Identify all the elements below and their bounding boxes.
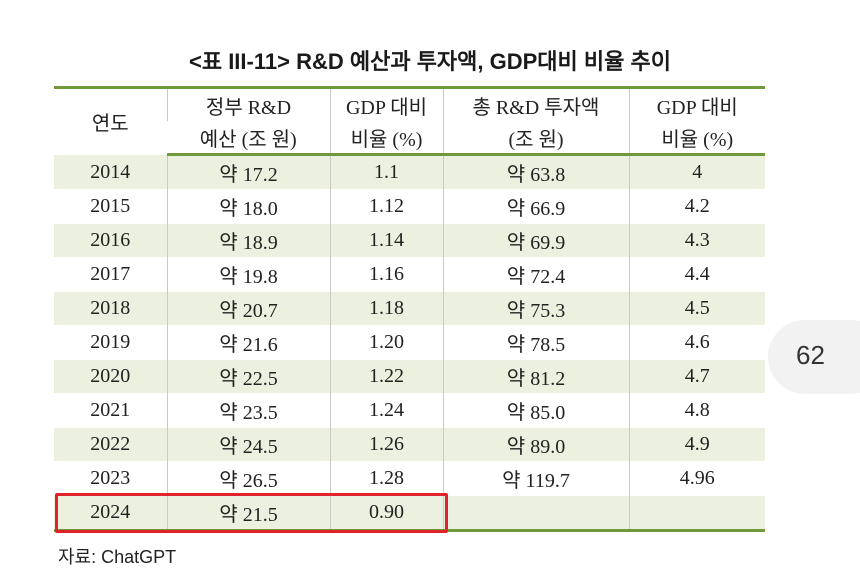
cell-total-ratio: 4.3 bbox=[628, 223, 765, 258]
cell-year: 2017 bbox=[54, 257, 167, 292]
header-gov-gdp-ratio: GDP 대비 bbox=[329, 86, 443, 121]
header-total-gdp-ratio: GDP 대비 bbox=[628, 86, 765, 121]
header-gov-gdp-ratio-unit: 비율 (%) bbox=[329, 121, 443, 156]
cell-gov-budget: 약 26.5 bbox=[166, 461, 330, 496]
cell-total-investment: 약 119.7 bbox=[442, 461, 629, 496]
cell-gov-budget: 약 22.5 bbox=[166, 359, 330, 394]
cell-year: 2019 bbox=[54, 325, 167, 360]
table-row: 2021 약 23.5 1.24 약 85.0 4.8 bbox=[54, 393, 765, 428]
cell-year: 2018 bbox=[54, 291, 167, 326]
cell-gov-budget: 약 23.5 bbox=[166, 393, 330, 428]
cell-year: 2016 bbox=[54, 223, 167, 258]
cell-total-investment: 약 69.9 bbox=[442, 223, 629, 258]
cell-total-ratio: 4.6 bbox=[628, 325, 765, 360]
page-number-tab bbox=[768, 320, 860, 394]
table-row: 2014 약 17.2 1.1 약 63.8 4 bbox=[54, 154, 765, 190]
cell-gov-ratio: 1.18 bbox=[329, 291, 443, 326]
table-row: 2023 약 26.5 1.28 약 119.7 4.96 bbox=[54, 461, 765, 496]
table-row: 2019 약 21.6 1.20 약 78.5 4.6 bbox=[54, 325, 765, 360]
cell-year: 2021 bbox=[54, 393, 167, 428]
cell-total-ratio: 4 bbox=[628, 154, 765, 190]
cell-gov-budget: 약 18.0 bbox=[166, 189, 330, 224]
cell-total-ratio: 4.7 bbox=[628, 359, 765, 394]
cell-year: 2022 bbox=[54, 427, 167, 462]
cell-year: 2020 bbox=[54, 359, 167, 394]
cell-total-ratio: 4.96 bbox=[628, 461, 765, 496]
table-row: 2016 약 18.9 1.14 약 69.9 4.3 bbox=[54, 223, 765, 258]
table-title: <표 III-11> R&D 예산과 투자액, GDP대비 비율 추이 bbox=[189, 49, 671, 74]
header-gov-budget-unit: 예산 (조 원) bbox=[167, 121, 330, 156]
cell-total-ratio: 4.2 bbox=[628, 189, 765, 224]
cell-gov-budget: 약 21.6 bbox=[166, 325, 330, 360]
cell-total-investment bbox=[442, 495, 629, 532]
header-total-investment-unit: (조 원) bbox=[442, 121, 629, 156]
header-gov-budget: 정부 R&D bbox=[166, 86, 330, 121]
cell-gov-ratio: 1.24 bbox=[329, 393, 443, 428]
cell-total-ratio: 4.8 bbox=[628, 393, 765, 428]
rd-budget-table: 연도 정부 R&D GDP 대비 총 R&D 투자액 GDP 대비 예산 (조 … bbox=[54, 86, 765, 532]
page-number: 62 bbox=[796, 340, 825, 370]
cell-total-investment: 약 78.5 bbox=[442, 325, 629, 360]
table-row: 2018 약 20.7 1.18 약 75.3 4.5 bbox=[54, 291, 765, 326]
cell-gov-ratio: 1.20 bbox=[329, 325, 443, 360]
cell-gov-budget: 약 19.8 bbox=[166, 257, 330, 292]
cell-gov-ratio: 1.28 bbox=[329, 461, 443, 496]
table-row: 2024 약 21.5 0.90 bbox=[54, 495, 765, 532]
cell-total-ratio: 4.5 bbox=[628, 291, 765, 326]
cell-gov-ratio: 1.16 bbox=[329, 257, 443, 292]
cell-total-ratio bbox=[628, 495, 765, 532]
header-row-1: 연도 정부 R&D GDP 대비 총 R&D 투자액 GDP 대비 bbox=[54, 86, 765, 155]
cell-total-ratio: 4.4 bbox=[628, 257, 765, 292]
cell-gov-budget: 약 18.9 bbox=[166, 223, 330, 258]
cell-gov-budget: 약 17.2 bbox=[166, 154, 330, 190]
table-row: 2015 약 18.0 1.12 약 66.9 4.2 bbox=[54, 189, 765, 224]
header-year: 연도 bbox=[54, 86, 167, 155]
cell-total-investment: 약 66.9 bbox=[442, 189, 629, 224]
cell-total-investment: 약 72.4 bbox=[442, 257, 629, 292]
cell-total-ratio: 4.9 bbox=[628, 427, 765, 462]
cell-total-investment: 약 89.0 bbox=[442, 427, 629, 462]
cell-total-investment: 약 75.3 bbox=[442, 291, 629, 326]
table-row: 2017 약 19.8 1.16 약 72.4 4.4 bbox=[54, 257, 765, 292]
cell-total-investment: 약 81.2 bbox=[442, 359, 629, 394]
cell-year: 2023 bbox=[54, 461, 167, 496]
cell-gov-ratio: 1.14 bbox=[329, 223, 443, 258]
header-row-2: 예산 (조 원) 비율 (%) (조 원) 비율 (%) bbox=[54, 121, 765, 156]
cell-gov-budget: 약 20.7 bbox=[166, 291, 330, 326]
cell-gov-budget: 약 21.5 bbox=[166, 495, 330, 532]
cell-year: 2024 bbox=[54, 495, 167, 532]
cell-year: 2014 bbox=[54, 154, 167, 190]
cell-gov-ratio: 1.12 bbox=[329, 189, 443, 224]
table-row: 2020 약 22.5 1.22 약 81.2 4.7 bbox=[54, 359, 765, 394]
cell-gov-ratio: 1.1 bbox=[329, 154, 443, 190]
cell-year: 2015 bbox=[54, 189, 167, 224]
table-row: 2022 약 24.5 1.26 약 89.0 4.9 bbox=[54, 427, 765, 462]
cell-total-investment: 약 85.0 bbox=[442, 393, 629, 428]
source-note: 자료: ChatGPT bbox=[58, 547, 177, 567]
cell-total-investment: 약 63.8 bbox=[442, 154, 629, 190]
cell-gov-ratio: 1.26 bbox=[329, 427, 443, 462]
header-total-investment: 총 R&D 투자액 bbox=[442, 86, 629, 121]
header-total-gdp-ratio-unit: 비율 (%) bbox=[628, 121, 765, 156]
cell-gov-ratio: 0.90 bbox=[329, 495, 443, 532]
cell-gov-ratio: 1.22 bbox=[329, 359, 443, 394]
cell-gov-budget: 약 24.5 bbox=[166, 427, 330, 462]
